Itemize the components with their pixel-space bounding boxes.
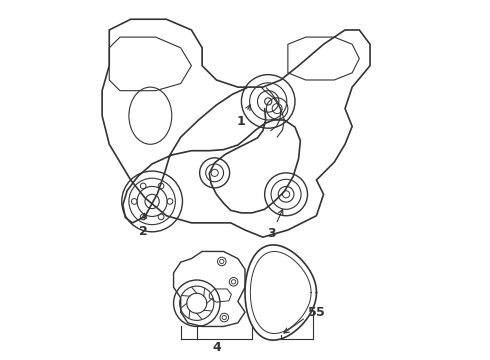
Text: 4: 4 [212,341,221,354]
Text: 1: 1 [237,105,250,127]
Text: 5: 5 [284,306,317,333]
Text: 3: 3 [268,210,283,240]
Text: 2: 2 [139,213,147,238]
Text: 5: 5 [317,306,325,319]
